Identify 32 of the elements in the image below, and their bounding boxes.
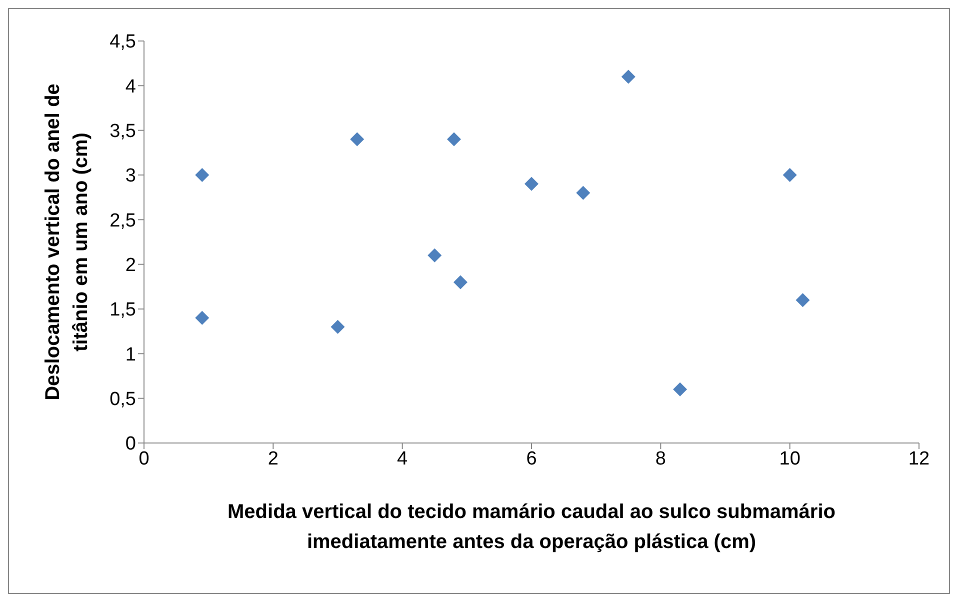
point <box>195 310 210 325</box>
y-tick-label: 3,5 <box>110 121 136 142</box>
point <box>428 248 442 262</box>
y-tick-label: 4 <box>125 76 136 98</box>
x-tick-label: 10 <box>779 448 800 470</box>
point <box>350 132 364 146</box>
point <box>796 293 810 308</box>
y-tick-label: 4,5 <box>110 32 136 53</box>
point <box>576 186 590 200</box>
x-tick-label: 2 <box>268 448 278 470</box>
point <box>447 132 461 146</box>
x-tick-label: 6 <box>526 448 537 470</box>
x-tick-label: 4 <box>397 448 408 470</box>
y-tick-label: 1,5 <box>110 300 136 321</box>
point <box>621 70 636 84</box>
y-tick-label: 1 <box>125 344 136 366</box>
x-tick-label: 0 <box>138 448 150 470</box>
y-tick-label: 0,5 <box>110 389 136 410</box>
point <box>782 168 797 182</box>
point <box>453 275 468 290</box>
y-tick-label: 0 <box>125 434 136 455</box>
x-axis-title: Medida vertical do tecido mamário caudal ao sulco submamário imediatamente antes da operação plástica (cm) <box>228 501 836 553</box>
y-tick-label: 2,5 <box>110 210 136 232</box>
point <box>330 320 345 334</box>
y-tick-label: 3 <box>125 166 136 187</box>
point <box>524 176 538 191</box>
y-tick-label: 2 <box>125 255 136 276</box>
point <box>195 168 210 182</box>
x-tick-label: 8 <box>655 448 666 470</box>
x-tick-label: 12 <box>908 448 930 470</box>
point <box>673 382 688 396</box>
y-axis-title: Deslocamento vertical do anel de titânio em um ano (cm) <box>42 84 92 400</box>
